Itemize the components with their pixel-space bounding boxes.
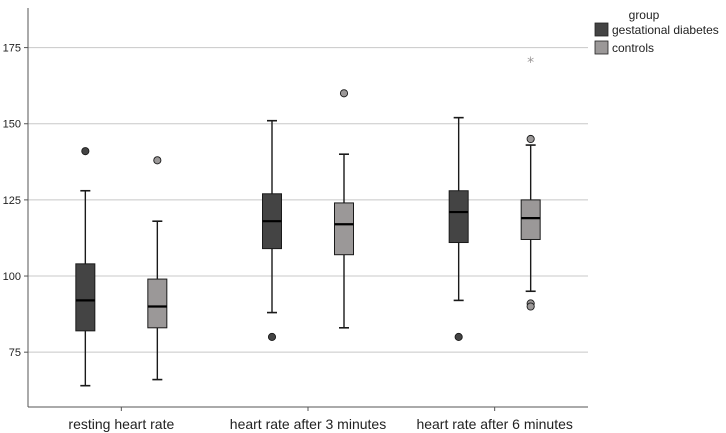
category-label-0: resting heart rate [68,416,174,432]
outlier-0-2-0 [454,332,463,341]
box-1-0 [147,278,168,329]
y-tick-label-125: 125 [3,195,21,207]
legend-label-controls: controls [612,41,654,55]
box-0-0 [75,263,96,332]
box-group-0-2 [448,116,469,341]
legend-swatch-controls [594,40,609,55]
y-tick-label-75: 75 [9,347,21,359]
outlier-1-2-2 [526,302,535,311]
y-tick-labels: 75 100 125 150 175 [3,43,21,360]
box-group-0-0 [75,147,96,387]
extreme-1-2-0: * [527,55,534,71]
axes [27,8,588,408]
outlier-1-2-0 [526,134,535,144]
y-tick-label-150: 150 [3,119,21,131]
outlier-0-0-0 [81,147,90,156]
box-group-0-1 [262,119,282,341]
gridlines [24,47,588,353]
outlier-0-1-0 [267,332,277,341]
box-group-1-0 [147,156,168,381]
box-1-1 [334,202,354,256]
box-group-1-1 [334,89,354,329]
box-group-1-2: * [520,55,541,311]
legend-swatch-gestational-diabetes [594,22,609,37]
box-0-2 [448,190,469,244]
category-label-1: heart rate after 3 minutes [230,416,386,432]
category-label-2: heart rate after 6 minutes [416,416,572,432]
outlier-1-0-0 [153,156,162,165]
outlier-1-1-0 [339,89,349,98]
boxes: * [75,55,541,387]
legend-label-gestational-diabetes: gestational diabetes [612,23,719,37]
box-1-2 [520,199,541,240]
legend: group gestational diabetes controls [594,8,719,55]
y-tick-label-100: 100 [3,271,21,283]
legend-title: group [629,8,660,22]
y-tick-label-175: 175 [3,43,21,55]
category-labels: resting heart rate heart rate after 3 min… [68,407,573,432]
